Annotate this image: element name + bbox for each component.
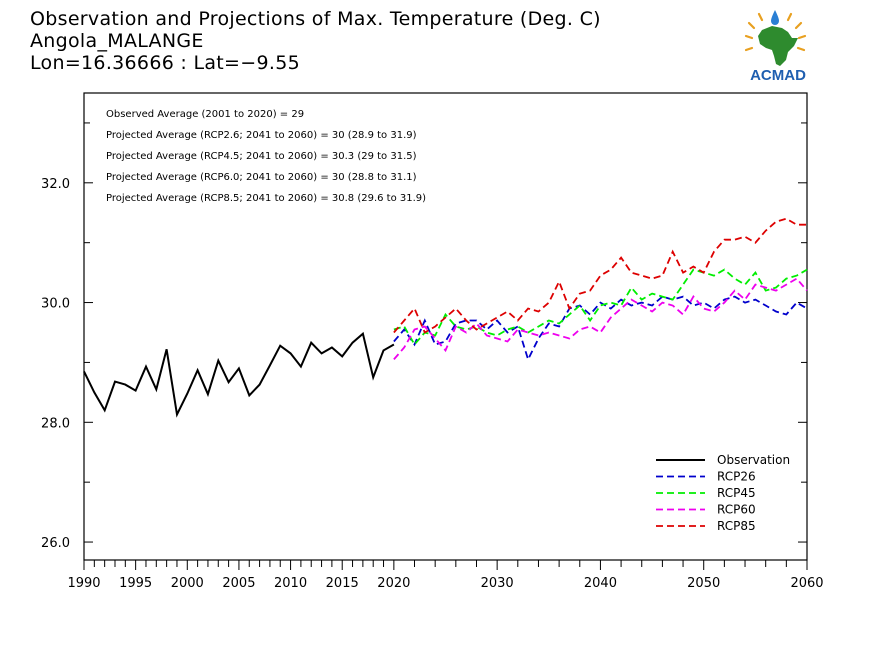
- y-tick-label: 32.0: [41, 177, 70, 192]
- legend-label-rcp60: RCP60: [717, 503, 756, 517]
- x-tick-label: 2005: [222, 576, 255, 591]
- x-tick-label: 2040: [584, 576, 617, 591]
- x-tick-label: 2000: [171, 576, 204, 591]
- station-name: Angola_MALANGE: [30, 30, 204, 52]
- series-line-rcp60: [393, 277, 808, 360]
- x-tick-label: 2020: [377, 576, 410, 591]
- series-line-observation: [83, 331, 395, 418]
- series-line-rcp85: [393, 217, 807, 334]
- x-tick-label: 1995: [119, 576, 152, 591]
- series-lines: [83, 217, 808, 418]
- x-tick-label: 1990: [67, 576, 100, 591]
- y-tick-label: 28.0: [41, 416, 70, 431]
- sun-rays-icon: [744, 12, 807, 52]
- y-tick-label: 30.0: [41, 297, 70, 312]
- legend: Observation RCP26 RCP45 RCP60 RCP85: [656, 453, 790, 533]
- africa-map-icon: [758, 26, 798, 66]
- annotation-rcp85: Projected Average (RCP8.5; 2041 to 2060)…: [106, 193, 426, 204]
- legend-label-rcp45: RCP45: [717, 486, 756, 500]
- x-tick-label: 2050: [687, 576, 720, 591]
- annotation-rcp45: Projected Average (RCP4.5; 2041 to 2060)…: [106, 151, 417, 162]
- legend-label-rcp26: RCP26: [717, 470, 756, 484]
- legend-label-rcp85: RCP85: [717, 519, 756, 533]
- chart-title: Observation and Projections of Max. Temp…: [30, 8, 601, 30]
- chart-title-block: Observation and Projections of Max. Temp…: [30, 8, 601, 74]
- acmad-logo: ACMAD: [744, 10, 807, 84]
- series-line-rcp45: [393, 268, 808, 347]
- logo-text: ACMAD: [750, 67, 806, 84]
- legend-label-observation: Observation: [717, 453, 790, 467]
- annotation-rcp26: Projected Average (RCP2.6; 2041 to 2060)…: [106, 130, 417, 141]
- water-drop-icon: [771, 10, 779, 25]
- x-tick-label: 2060: [790, 576, 823, 591]
- station-coordinates: Lon=16.36666 : Lat=−9.55: [30, 52, 300, 74]
- x-tick-label: 2015: [326, 576, 359, 591]
- y-tick-label: 26.0: [41, 536, 70, 551]
- annotation-observed: Observed Average (2001 to 2020) = 29: [106, 109, 304, 120]
- annotation-rcp60: Projected Average (RCP6.0; 2041 to 2060)…: [106, 172, 417, 183]
- x-tick-label: 2030: [481, 576, 514, 591]
- x-tick-label: 2010: [274, 576, 307, 591]
- axis-ticks: 26.0 28.0 30.0 32.0 1990 1995 2000 2005 2010 2015…: [41, 122, 824, 591]
- plot-frame: [83, 92, 808, 561]
- annotations-group: Observed Average (2001 to 2020) = 29 Pro…: [106, 109, 426, 204]
- series-line-rcp26: [393, 295, 808, 362]
